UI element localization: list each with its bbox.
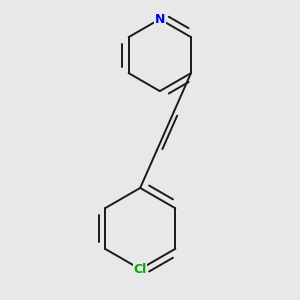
Text: N: N (154, 13, 165, 26)
Text: Cl: Cl (134, 262, 147, 276)
